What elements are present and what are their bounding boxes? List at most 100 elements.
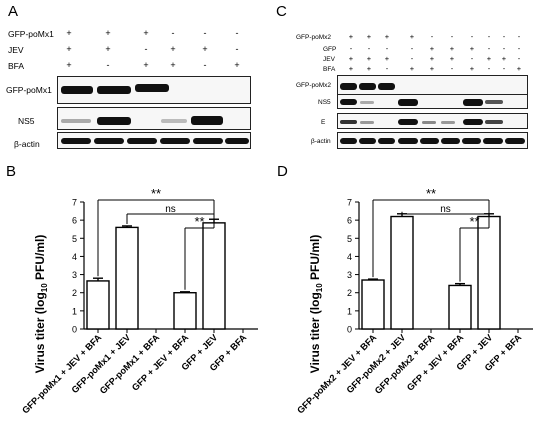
sign: + bbox=[105, 44, 111, 54]
blot-beta-actin bbox=[57, 132, 251, 149]
panel-c-row-label: JEV bbox=[323, 56, 335, 63]
bar bbox=[173, 292, 197, 330]
blot-gfp-pomx1 bbox=[57, 76, 251, 104]
sign: + bbox=[366, 64, 372, 73]
significance-label: ** bbox=[151, 186, 161, 201]
sign: - bbox=[203, 28, 207, 38]
band bbox=[398, 138, 418, 144]
sign: - bbox=[517, 44, 521, 53]
sign: - bbox=[502, 32, 506, 41]
band bbox=[398, 119, 418, 125]
sign: + bbox=[429, 44, 435, 53]
panel-a-row-label: JEV bbox=[8, 45, 24, 55]
band bbox=[485, 100, 503, 104]
band bbox=[422, 121, 436, 124]
significance-brackets: ** ns ** bbox=[97, 186, 215, 290]
y-tick-label: 4 bbox=[347, 252, 352, 262]
sign: - bbox=[171, 28, 175, 38]
sign: - bbox=[517, 54, 521, 63]
band bbox=[160, 138, 190, 144]
band bbox=[225, 138, 249, 144]
sign: + bbox=[516, 64, 522, 73]
blot-label: NS5 bbox=[318, 99, 331, 106]
sign: + bbox=[66, 60, 72, 70]
sign: + bbox=[429, 64, 435, 73]
panel-a-row-label: BFA bbox=[8, 61, 25, 71]
y-tick-label: 3 bbox=[347, 270, 352, 280]
sign: + bbox=[486, 54, 492, 63]
band bbox=[97, 86, 131, 94]
sign: + bbox=[384, 32, 390, 41]
sign: - bbox=[487, 44, 491, 53]
sign: - bbox=[450, 32, 454, 41]
band bbox=[483, 138, 503, 144]
sign: + bbox=[66, 28, 72, 38]
sign: - bbox=[349, 44, 353, 53]
y-tick-label: 0 bbox=[347, 325, 352, 335]
sign: + bbox=[429, 54, 435, 63]
y-tick-label: 7 bbox=[72, 198, 77, 208]
y-tick-label: 3 bbox=[72, 270, 77, 280]
sign: + bbox=[170, 44, 176, 54]
panel-c-letter: C bbox=[276, 3, 287, 20]
significance-label: ** bbox=[469, 214, 479, 229]
panel-c-row-label: BFA bbox=[323, 66, 336, 73]
panel-c-row-label: GFP-poMx2 bbox=[296, 34, 332, 41]
significance-label: ns bbox=[440, 204, 451, 215]
band bbox=[505, 138, 525, 144]
blot-ns5 bbox=[57, 107, 251, 130]
sign: - bbox=[235, 28, 239, 38]
band bbox=[193, 138, 223, 144]
blot-label: β-actin bbox=[311, 138, 331, 145]
bar bbox=[202, 222, 226, 330]
y-tick-label: 1 bbox=[347, 306, 352, 316]
sign: + bbox=[202, 44, 208, 54]
bar bbox=[448, 284, 472, 330]
sign: - bbox=[502, 44, 506, 53]
sign: - bbox=[430, 32, 434, 41]
sign: + bbox=[409, 32, 415, 41]
panel-c-row-label: GFP bbox=[323, 46, 337, 53]
blot-beta-actin-c bbox=[337, 132, 528, 149]
panel-a-letter: A bbox=[8, 3, 19, 20]
blot-e bbox=[337, 113, 528, 129]
sign: - bbox=[502, 64, 506, 73]
band bbox=[463, 99, 483, 106]
y-axis-label: Virus titer (log10 PFU/ml) bbox=[308, 235, 324, 374]
band bbox=[378, 138, 395, 144]
band bbox=[360, 101, 374, 104]
band bbox=[340, 120, 357, 124]
sign: + bbox=[366, 54, 372, 63]
y-tick-label: 1 bbox=[72, 306, 77, 316]
band bbox=[441, 121, 455, 124]
band bbox=[360, 121, 374, 124]
sign: - bbox=[106, 60, 110, 70]
bar bbox=[390, 215, 414, 330]
sign: - bbox=[385, 44, 389, 53]
blot-label: GFP-poMx2 bbox=[296, 82, 332, 89]
sign: + bbox=[348, 32, 354, 41]
sign: - bbox=[144, 44, 148, 54]
band bbox=[463, 119, 483, 125]
band bbox=[359, 83, 376, 90]
sign: + bbox=[469, 64, 475, 73]
panel-a-row-label: GFP-poMx1 bbox=[8, 29, 54, 39]
blot-label: β-actin bbox=[14, 139, 40, 149]
sign: - bbox=[450, 64, 454, 73]
band bbox=[340, 138, 357, 144]
sign: - bbox=[203, 60, 207, 70]
sign: + bbox=[449, 54, 455, 63]
blot-label: E bbox=[321, 119, 326, 126]
y-tick-label: 4 bbox=[72, 252, 77, 262]
y-tick-label: 7 bbox=[347, 198, 352, 208]
y-tick-label: 2 bbox=[72, 288, 77, 298]
band bbox=[378, 83, 395, 90]
sign: + bbox=[449, 44, 455, 53]
band bbox=[135, 84, 169, 92]
sign: - bbox=[470, 54, 474, 63]
blot-label: GFP-poMx1 bbox=[6, 85, 52, 95]
sign: + bbox=[501, 54, 507, 63]
y-tick-label: 5 bbox=[347, 234, 352, 244]
band bbox=[61, 86, 93, 94]
y-tick-label: 6 bbox=[72, 216, 77, 226]
